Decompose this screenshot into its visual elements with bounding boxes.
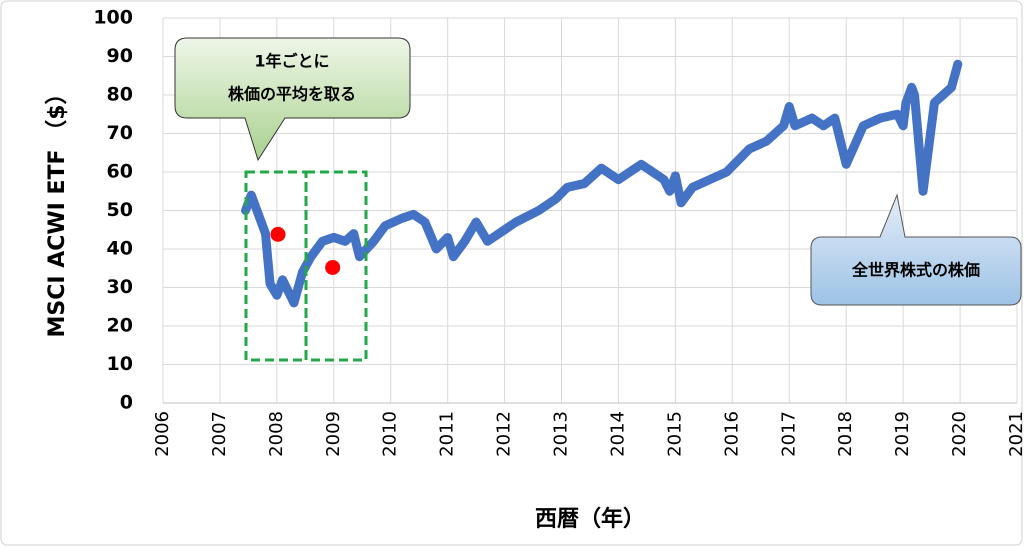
y-tick-label: 40: [107, 238, 133, 260]
y-tick-label: 60: [107, 161, 133, 183]
y-tick-label: 30: [107, 276, 133, 298]
y-tick-label: 80: [107, 84, 133, 106]
callout-text: 1年ごとに: [254, 52, 329, 71]
y-tick-label: 70: [107, 122, 133, 144]
x-tick-label: 2008: [266, 411, 287, 457]
x-axis-title: 西暦（年）: [535, 506, 645, 532]
callout-text: 株価の平均を取る: [228, 85, 356, 104]
x-tick-label: 2019: [892, 411, 913, 457]
year-box: [304, 170, 368, 362]
callout-text: 全世界株式の株価: [851, 261, 980, 280]
x-tick-label: 2016: [721, 411, 742, 457]
price-line: [241, 59, 963, 308]
y-tick-label: 20: [107, 315, 133, 337]
year-box: [244, 170, 308, 362]
x-tick-label: 2014: [607, 411, 628, 457]
x-tick-label: 2020: [949, 411, 970, 457]
y-tick-label: 100: [93, 7, 133, 29]
callout: [174, 37, 411, 162]
x-tick-label: 2013: [551, 411, 572, 457]
average-point: [325, 259, 341, 275]
y-tick-label: 0: [120, 392, 133, 414]
x-tick-label: 2006: [152, 411, 173, 457]
y-tick-label: 10: [107, 353, 133, 375]
x-tick-label: 2011: [437, 411, 458, 457]
x-tick-label: 2010: [380, 411, 401, 457]
x-tick-label: 2017: [778, 411, 799, 457]
x-tick-label: 2018: [835, 411, 856, 457]
y-tick-label: 90: [107, 45, 133, 67]
y-axis-title: MSCI ACWI ETF （$）: [45, 82, 70, 337]
y-tick-label: 50: [107, 199, 133, 221]
x-tick-label: 2015: [664, 411, 685, 457]
x-tick-label: 2021: [1006, 411, 1024, 457]
x-tick-label: 2009: [323, 411, 344, 457]
x-tick-label: 2012: [494, 411, 515, 457]
x-tick-label: 2007: [209, 411, 230, 457]
average-point: [270, 226, 286, 242]
callout: [810, 193, 1022, 306]
